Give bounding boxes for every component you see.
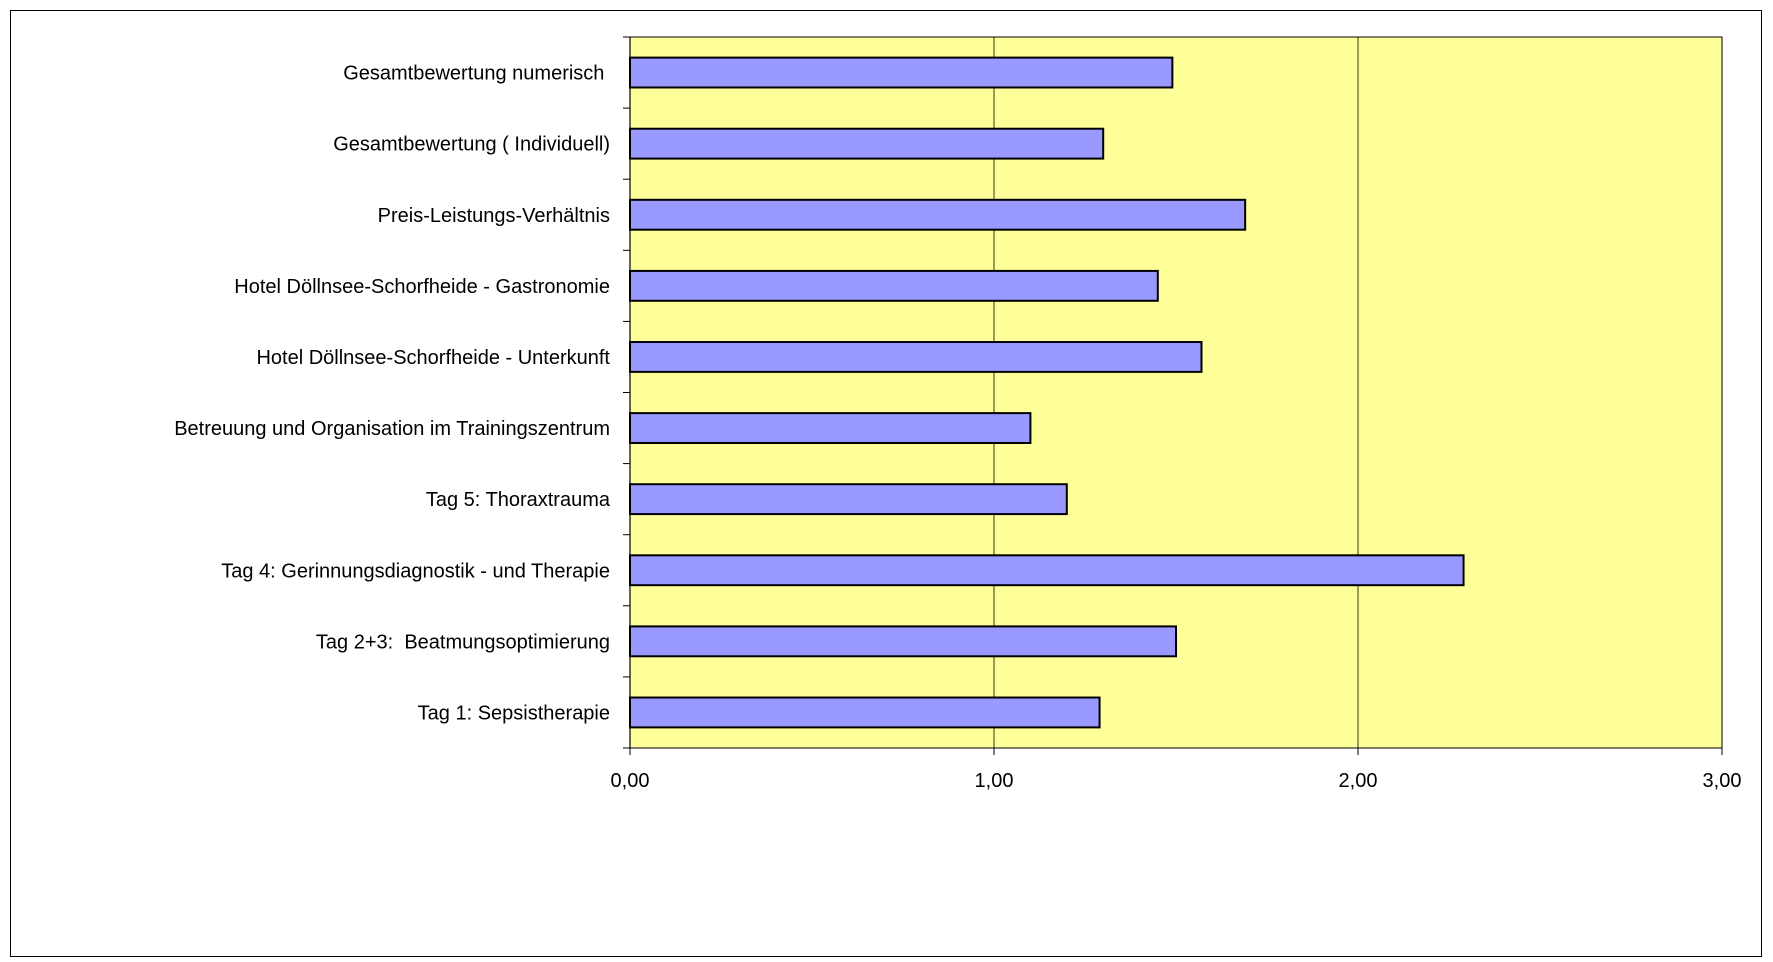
bar xyxy=(629,127,1105,160)
category-label: Preis-Leistungs-Verhältnis xyxy=(378,205,610,227)
category-label: Gesamtbewertung ( Individuell) xyxy=(333,134,610,156)
axes xyxy=(623,36,1723,755)
x-tick-label: 3,00 xyxy=(1703,770,1742,792)
x-tick-label: 1,00 xyxy=(975,770,1014,792)
bar xyxy=(629,341,1203,373)
category-label: Gesamtbewertung numerisch xyxy=(343,63,610,85)
bar xyxy=(629,625,1177,658)
x-tick-label: 0,00 xyxy=(611,770,650,792)
category-label: Tag 5: Thoraxtrauma xyxy=(426,489,611,511)
bar xyxy=(629,269,1159,302)
bar xyxy=(629,554,1465,587)
bar xyxy=(629,696,1101,729)
x-tick-label: 2,00 xyxy=(1339,770,1378,792)
labels: 0,00 1,00 2,00 3,00 Gesamtbewertung numerisc… xyxy=(174,63,1741,792)
bar xyxy=(629,483,1068,516)
category-label: Hotel Döllnsee-Schorfheide - Gastronomie xyxy=(234,276,610,298)
category-label: Tag 4: Gerinnungsdiagnostik - und Therap… xyxy=(221,560,610,582)
category-label: Betreuung und Organisation im Trainingsz… xyxy=(174,418,610,440)
bar xyxy=(629,198,1247,231)
category-label: Tag 2+3: Beatmungsoptimierung xyxy=(316,631,610,653)
bar xyxy=(629,56,1174,89)
category-label: Tag 1: Sepsistherapie xyxy=(418,702,610,724)
bars xyxy=(629,56,1465,729)
bar xyxy=(629,412,1032,444)
category-label: Hotel Döllnsee-Schorfheide - Unterkunft xyxy=(256,347,610,369)
